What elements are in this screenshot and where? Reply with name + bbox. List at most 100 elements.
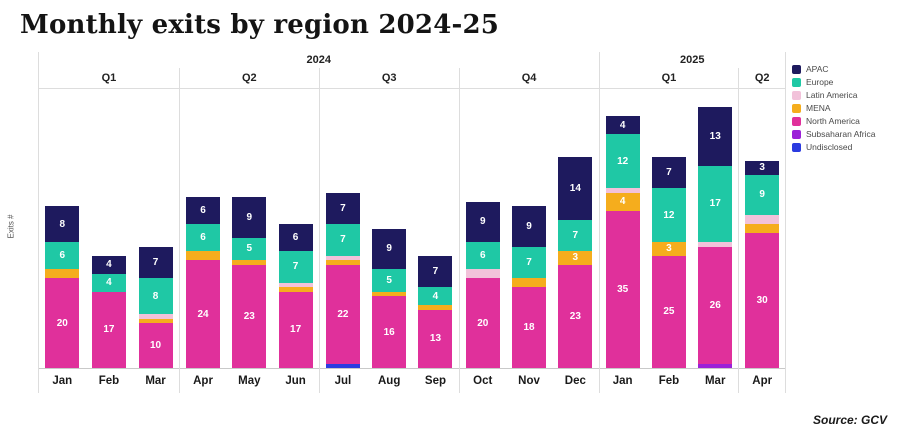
bar-segment-north-america: 20 bbox=[465, 278, 500, 368]
month-label-row: Jan Feb Mar bbox=[600, 369, 739, 393]
stacked-bar-Dec-2024: 14 7 3 23 bbox=[558, 156, 593, 368]
bar-segment-europe: 5 bbox=[372, 269, 407, 292]
legend-item-europe: Europe bbox=[792, 77, 875, 87]
stacked-bar-Feb-2024: 4 4 17 bbox=[91, 255, 126, 368]
bar-segment-apac: 9 bbox=[372, 228, 407, 269]
bar-segment-europe: 7 bbox=[278, 251, 313, 283]
quarter-plot-area: 6 6 24 9 5 23 6 7 17 bbox=[179, 89, 319, 369]
bar-segment-europe: 7 bbox=[325, 224, 360, 256]
month-label-Apr-2025: Apr bbox=[752, 375, 773, 387]
month-label-Oct-2024: Oct bbox=[473, 375, 493, 387]
bar-segment-mena bbox=[45, 269, 80, 278]
legend-swatch-icon bbox=[792, 77, 801, 87]
stacked-bar-Nov-2024: 9 7 18 bbox=[512, 206, 547, 368]
stacked-bar-Mar-2024: 7 8 10 bbox=[138, 246, 173, 368]
legend-swatch-icon bbox=[792, 116, 801, 126]
bar-segment-latin-america bbox=[698, 242, 733, 247]
bar-segment-apac: 7 bbox=[138, 246, 173, 278]
legend-item-north-america: North America bbox=[792, 116, 875, 126]
bar-segment-value: 4 bbox=[106, 259, 112, 270]
stacked-bar-Feb-2025: 7 12 3 25 bbox=[651, 156, 686, 368]
bar-segment-apac: 13 bbox=[698, 107, 733, 166]
legend-swatch-icon bbox=[792, 90, 801, 100]
month-label-Jun-2024: Jun bbox=[285, 375, 306, 387]
bar-segment-value: 7 bbox=[432, 265, 439, 277]
bar-segment-value: 12 bbox=[663, 209, 675, 221]
bar-segment-north-america: 35 bbox=[605, 210, 640, 368]
bar-segment-apac: 6 bbox=[278, 224, 313, 251]
bar-segment-value: 6 bbox=[200, 205, 206, 216]
bar-segment-value: 9 bbox=[759, 189, 765, 201]
legend-item-mena: MENA bbox=[792, 103, 875, 113]
bar-segment-value: 16 bbox=[383, 326, 395, 338]
bar-segment-value: 13 bbox=[709, 130, 721, 142]
bar-segment-value: 35 bbox=[617, 283, 629, 295]
bar-segment-value: 20 bbox=[56, 317, 68, 329]
bar-segment-north-america: 23 bbox=[232, 264, 267, 368]
bar-segment-undisclosed bbox=[325, 363, 360, 368]
bar-segment-latin-america bbox=[745, 215, 780, 224]
bar-segment-value: 25 bbox=[663, 306, 675, 318]
month-label-row: Jan Feb Mar bbox=[39, 369, 179, 393]
month-label-Nov-2024: Nov bbox=[518, 375, 540, 387]
bar-segment-value: 7 bbox=[666, 166, 672, 178]
month-label-Jul-2024: Jul bbox=[334, 375, 352, 387]
bar-segment-value: 26 bbox=[709, 299, 721, 311]
month-label-Sep-2024: Sep bbox=[424, 375, 446, 387]
bar-segment-mena: 3 bbox=[651, 242, 686, 256]
bar-segment-north-america: 17 bbox=[278, 291, 313, 368]
quarters-row: Q1 8 6 20 4 4 17 7 8 10 Jan Feb Mar Q2 6 6 24 9 5 23 6 7 17 Apr… bbox=[39, 68, 785, 393]
bar-segment-europe: 6 bbox=[186, 224, 221, 251]
bar-segment-value: 8 bbox=[152, 290, 159, 302]
bar-segment-value: 7 bbox=[526, 256, 532, 268]
legend-swatch-icon bbox=[792, 129, 801, 139]
bar-segment-north-america: 25 bbox=[651, 255, 686, 368]
bar-segment-value: 6 bbox=[292, 232, 299, 243]
quarter-plot-area: 3 9 30 bbox=[739, 89, 785, 369]
bar-segment-europe: 12 bbox=[651, 188, 686, 242]
bar-segment-europe: 8 bbox=[138, 278, 173, 314]
bar-segment-apac: 9 bbox=[465, 201, 500, 242]
bar-segment-value: 7 bbox=[292, 261, 299, 273]
bar-segment-value: 6 bbox=[200, 232, 206, 243]
bar-segment-apac: 7 bbox=[418, 255, 453, 287]
month-label-May-2024: May bbox=[238, 375, 261, 387]
bar-segment-mena: 3 bbox=[558, 251, 593, 265]
bar-segment-europe: 17 bbox=[698, 165, 733, 242]
legend-label: Undisclosed bbox=[806, 142, 853, 152]
month-label-Feb-2024: Feb bbox=[98, 375, 120, 387]
bar-segment-north-america: 20 bbox=[45, 278, 80, 368]
bar-segment-value: 23 bbox=[243, 310, 255, 322]
legend-swatch-icon bbox=[792, 142, 801, 152]
bar-segment-europe: 6 bbox=[45, 242, 80, 269]
bar-segment-latin-america bbox=[325, 255, 360, 260]
month-label-row: Oct Nov Dec bbox=[460, 369, 599, 393]
bar-segment-value: 5 bbox=[386, 274, 392, 286]
bar-segment-apac: 4 bbox=[91, 255, 126, 274]
bar-segment-value: 17 bbox=[709, 198, 721, 210]
bar-segment-value: 3 bbox=[572, 252, 579, 264]
bar-segment-value: 10 bbox=[150, 340, 162, 351]
bar-segment-apac: 7 bbox=[325, 192, 360, 224]
month-label-Dec-2024: Dec bbox=[564, 375, 586, 387]
bar-segment-value: 9 bbox=[526, 220, 532, 232]
quarter-label: Q2 bbox=[739, 68, 785, 89]
bar-segment-value: 9 bbox=[479, 216, 486, 228]
bar-segment-value: 14 bbox=[569, 182, 581, 194]
month-label-Jan-2024: Jan bbox=[52, 375, 73, 387]
bar-segment-value: 23 bbox=[569, 310, 581, 322]
bar-segment-north-america: 26 bbox=[698, 246, 733, 364]
legend-item-latin-america: Latin America bbox=[792, 90, 875, 100]
bar-segment-europe: 12 bbox=[605, 134, 640, 188]
bar-segment-mena bbox=[186, 251, 221, 260]
bar-segment-mena bbox=[232, 260, 267, 265]
quarter-plot-area: 7 7 22 9 5 16 7 4 13 bbox=[319, 89, 459, 369]
quarter-group-2024-Q1: Q1 8 6 20 4 4 17 7 8 10 Jan Feb Mar bbox=[39, 68, 179, 393]
bar-segment-apac: 7 bbox=[651, 156, 686, 188]
bar-segment-value: 3 bbox=[666, 243, 672, 255]
bar-segment-value: 4 bbox=[619, 119, 626, 131]
stacked-bar-Jan-2025: 4 12 4 35 bbox=[605, 116, 640, 368]
month-label-Aug-2024: Aug bbox=[377, 375, 401, 387]
bar-segment-europe: 9 bbox=[745, 174, 780, 215]
